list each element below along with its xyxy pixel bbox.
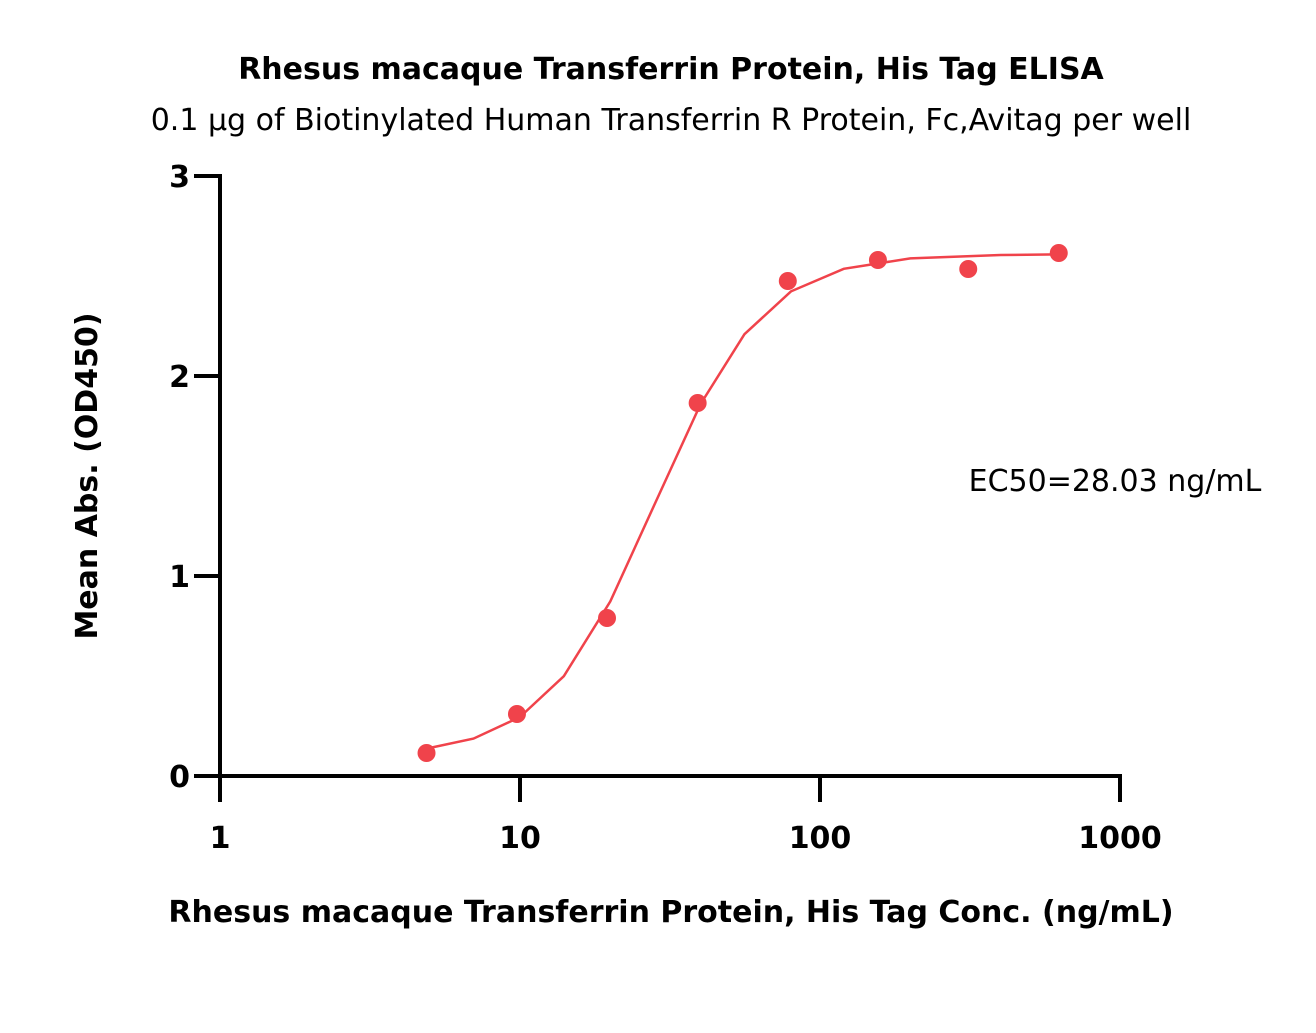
x-tick-label: 1 [210,821,231,856]
fit-curve [426,253,1059,750]
x-tick-label: 100 [789,821,852,856]
data-point [417,744,436,762]
data-point [507,705,526,723]
data-point [598,609,617,627]
x-tick-label: 10 [499,821,541,856]
data-point [868,251,887,269]
chart-title: Rhesus macaque Transferrin Protein, His … [238,52,1104,87]
data-point [959,260,978,278]
y-tick-label: 3 [169,160,190,195]
data-point [778,272,797,290]
x-axis-label: Rhesus macaque Transferrin Protein, His … [168,895,1173,930]
y-tick-label: 2 [169,360,190,395]
x-tick-label: 1000 [1078,821,1162,856]
annotation: EC50=28.03 ng/mL [969,464,1262,499]
data-point [688,394,707,412]
y-tick-label: 0 [169,760,190,795]
y-axis-label: Mean Abs. (OD450) [70,312,105,639]
chart-subtitle: 0.1 µg of Biotinylated Human Transferrin… [151,103,1192,138]
data-point [1049,244,1068,262]
y-tick-label: 1 [169,560,190,595]
